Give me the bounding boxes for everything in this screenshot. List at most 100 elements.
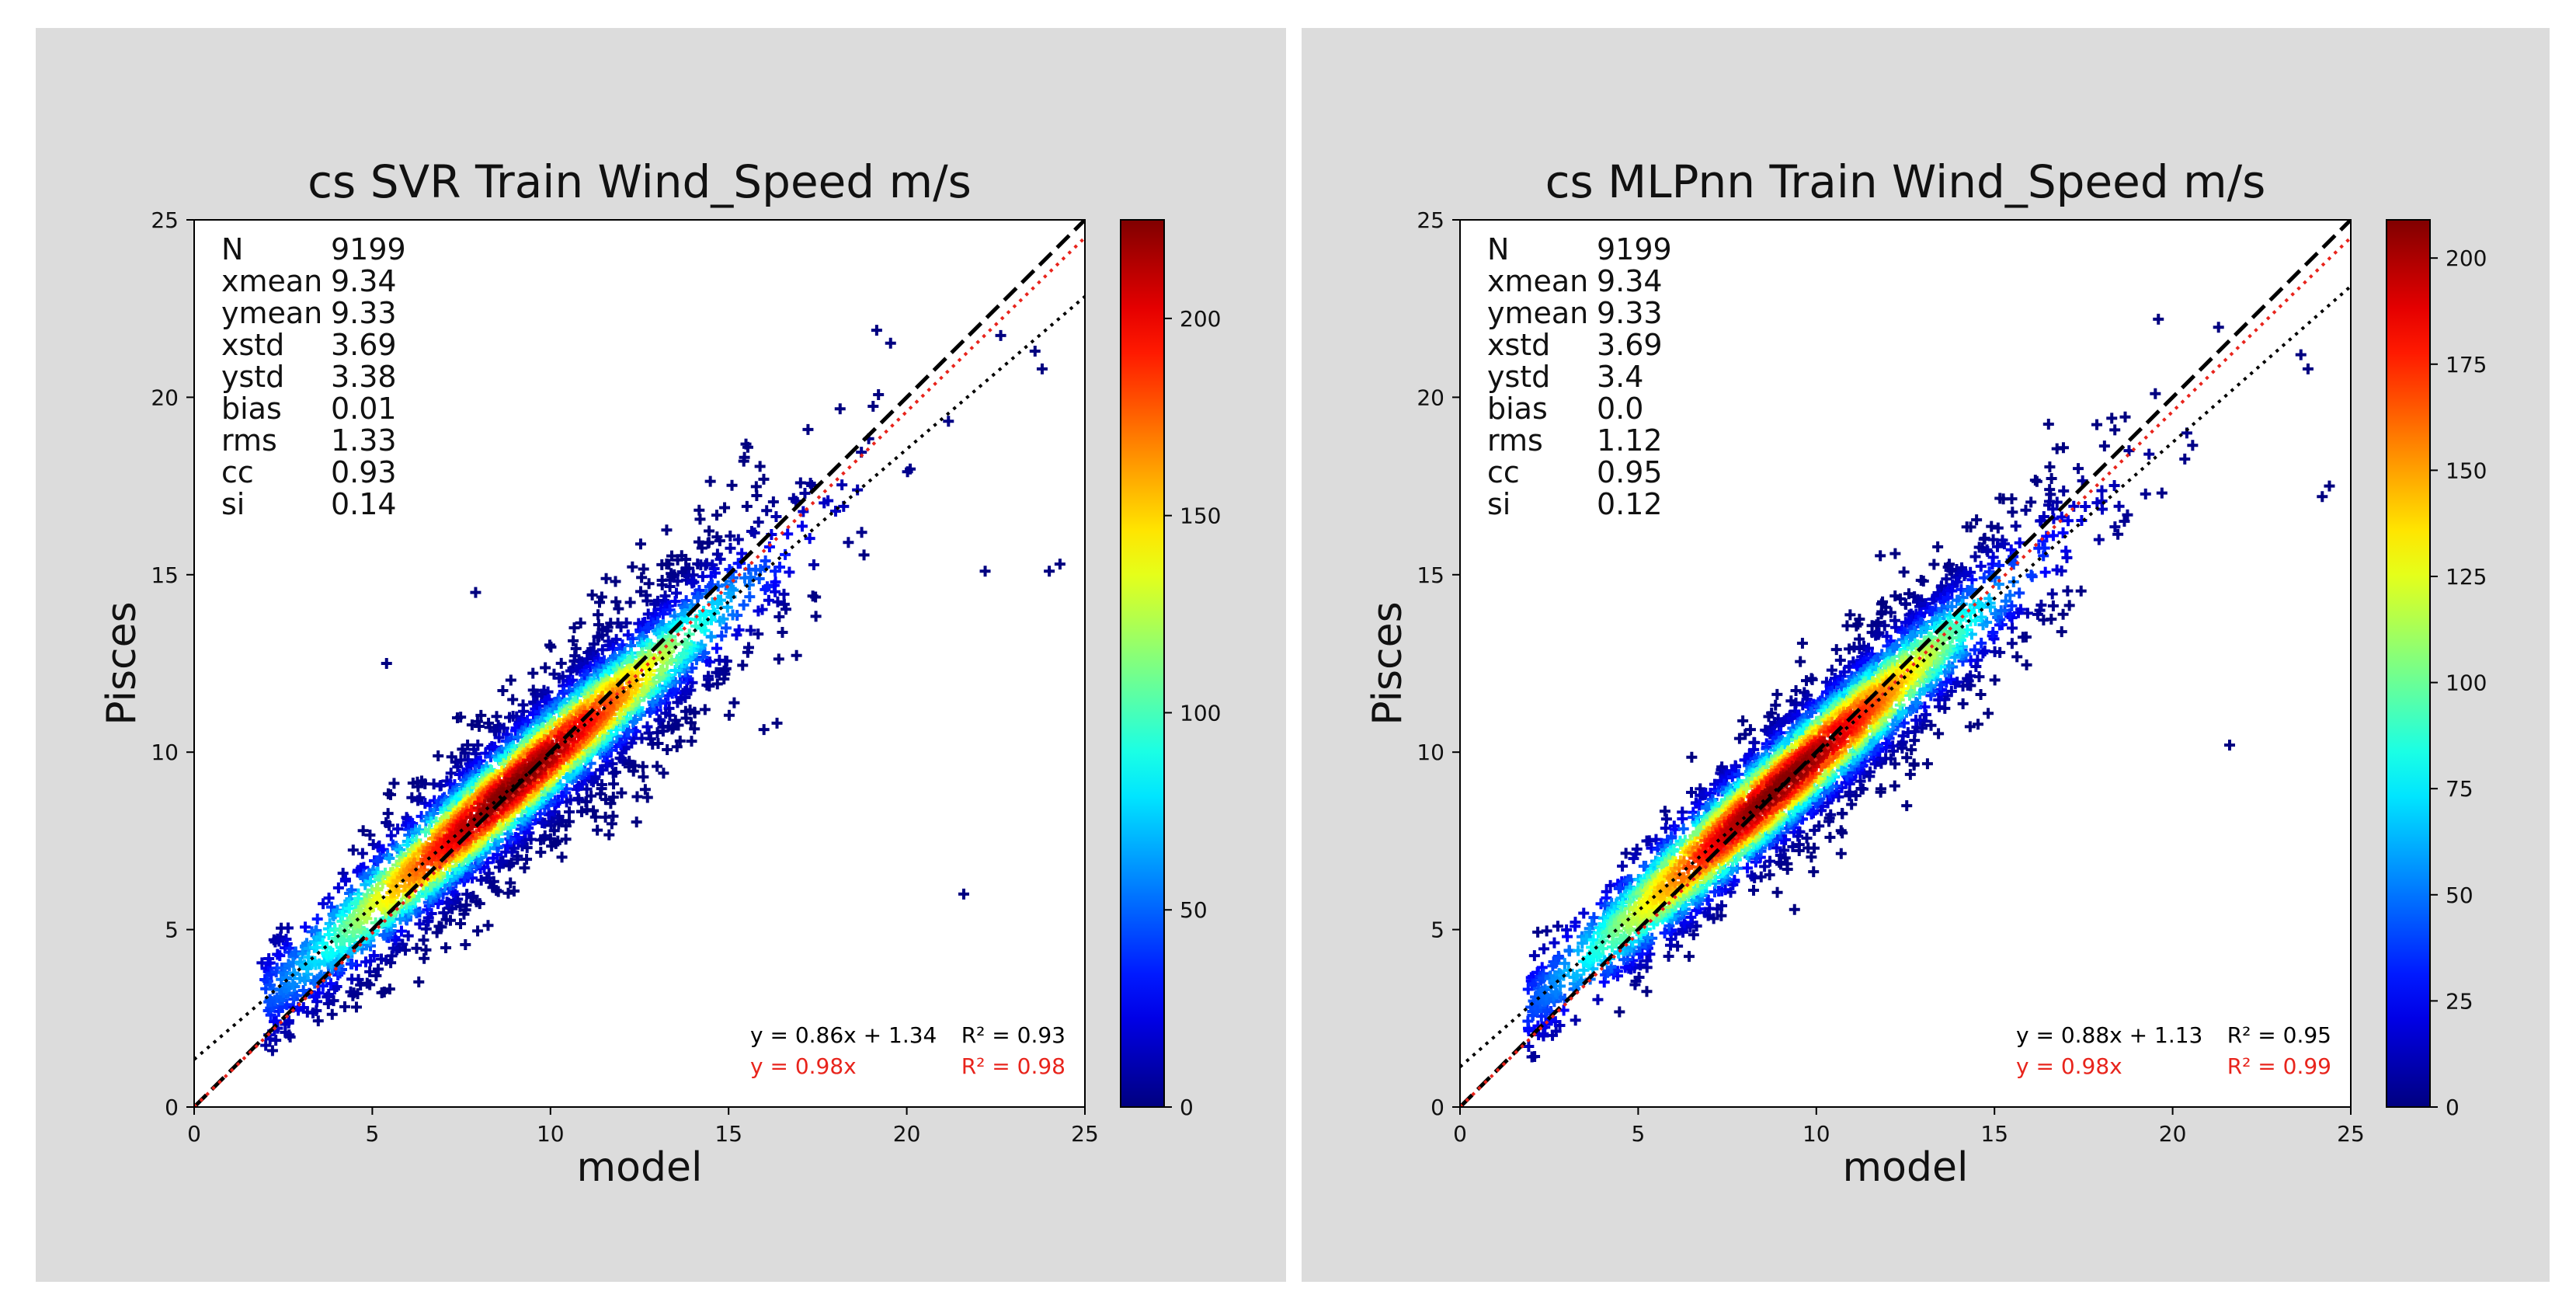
scatter-point <box>641 792 653 803</box>
scatter-point <box>407 818 419 830</box>
scatter-point <box>474 721 485 733</box>
scatter-point <box>2011 651 2023 663</box>
scatter-point <box>638 563 649 575</box>
scatter-point <box>1615 883 1626 894</box>
scatter-point <box>1598 920 1610 931</box>
x-tick-label: 20 <box>893 1121 921 1147</box>
scatter-point <box>1957 681 1969 692</box>
plot-frame <box>193 219 1086 1108</box>
scatter-point <box>1890 621 1902 633</box>
scatter-point <box>1523 1041 1535 1053</box>
scatter-point <box>2317 491 2328 503</box>
scatter-point <box>716 630 728 642</box>
y-tick-label: 15 <box>151 562 179 588</box>
scatter-point <box>1925 719 1937 731</box>
scatter-point <box>419 952 430 964</box>
scatter-point <box>1778 844 1790 856</box>
scatter-point <box>958 888 970 900</box>
fit-origin-r2: R² = 0.98 <box>961 1053 1066 1079</box>
scatter-point <box>742 441 753 453</box>
scatter-point <box>1740 729 1751 740</box>
scatter-point <box>395 914 406 925</box>
scatter-point <box>784 566 795 578</box>
scatter-point <box>595 764 607 775</box>
scatter-point <box>1635 887 1646 899</box>
scatter-point <box>1813 820 1825 832</box>
scatter-point <box>753 628 764 640</box>
scatter-point <box>2010 520 2022 532</box>
scatter-point <box>1910 697 1922 708</box>
scatter-point <box>1973 719 1984 730</box>
scatter-point <box>726 479 738 491</box>
scatter-point <box>751 490 763 502</box>
scatter-point <box>2123 445 2135 457</box>
scatter-point <box>702 538 714 549</box>
scatter-point <box>2000 595 2011 607</box>
scatter-point <box>431 927 443 938</box>
scatter-point <box>804 533 815 545</box>
scatter-point <box>2046 473 2057 485</box>
x-tick-label: 0 <box>187 1121 201 1147</box>
scatter-point <box>1541 925 1552 937</box>
scatter-point <box>360 956 372 968</box>
scatter-point <box>1806 851 1817 863</box>
scatter-point <box>858 549 870 561</box>
scatter-point <box>350 1001 362 1013</box>
scatter-point <box>1741 862 1753 874</box>
scatter-point <box>1924 667 1935 678</box>
scatter-point <box>728 697 740 708</box>
scatter-point <box>2091 497 2103 509</box>
scatter-point <box>2038 614 2049 626</box>
one-to-one-line <box>194 220 1085 1107</box>
scatter-point <box>2004 590 2016 601</box>
scatter-point <box>1915 627 1927 639</box>
scatter-point <box>593 609 604 621</box>
scatter-point <box>1763 711 1775 722</box>
scatter-point <box>943 416 954 427</box>
scatter-point <box>331 981 342 993</box>
scatter-point <box>386 950 398 962</box>
scatter-point <box>539 785 551 797</box>
scatter-point <box>696 542 707 554</box>
scatter-point <box>361 977 373 989</box>
scatter-point <box>1764 869 1775 881</box>
scatter-point <box>497 684 509 696</box>
scatter-point <box>979 566 991 577</box>
scatter-point <box>1620 848 1632 859</box>
scatter-point <box>1588 912 1600 924</box>
scatter-point <box>1945 685 1957 697</box>
scatter-point <box>1987 534 1999 545</box>
scatter-point <box>461 889 473 900</box>
scatter-point <box>1029 346 1041 357</box>
scatter-point <box>502 887 514 899</box>
scatter-point <box>753 517 764 528</box>
scatter-point <box>1992 522 2004 534</box>
scatter-point <box>1889 642 1900 653</box>
scatter-point <box>384 983 395 995</box>
scatter-point <box>2051 564 2063 576</box>
y-tick-label: 25 <box>151 207 179 233</box>
scatter-point <box>1824 831 1836 843</box>
scatter-point <box>346 973 358 985</box>
scatter-point <box>527 667 539 679</box>
stat-value: 9.34 <box>331 264 397 298</box>
scatter-point <box>1538 943 1550 955</box>
scatter-point <box>576 806 588 817</box>
scatter-point <box>711 678 723 690</box>
scatter-point <box>1633 971 1645 983</box>
scatter-point <box>1998 538 2010 550</box>
stat-value: 9.33 <box>331 296 397 330</box>
scatter-point <box>1933 728 1945 740</box>
scatter-point <box>1977 647 1989 659</box>
scatter-point <box>1941 573 1952 585</box>
scatter-point <box>2143 448 2155 460</box>
scatter-point <box>1836 807 1848 819</box>
scatter-point <box>621 726 633 737</box>
scatter-point <box>2153 313 2164 325</box>
stat-name: ystd <box>221 360 284 394</box>
scatter-point <box>2106 413 2118 424</box>
scatter-point <box>1587 934 1599 945</box>
scatter-point <box>603 829 615 841</box>
scatter-point <box>589 811 601 823</box>
scatter-point <box>1549 937 1560 949</box>
